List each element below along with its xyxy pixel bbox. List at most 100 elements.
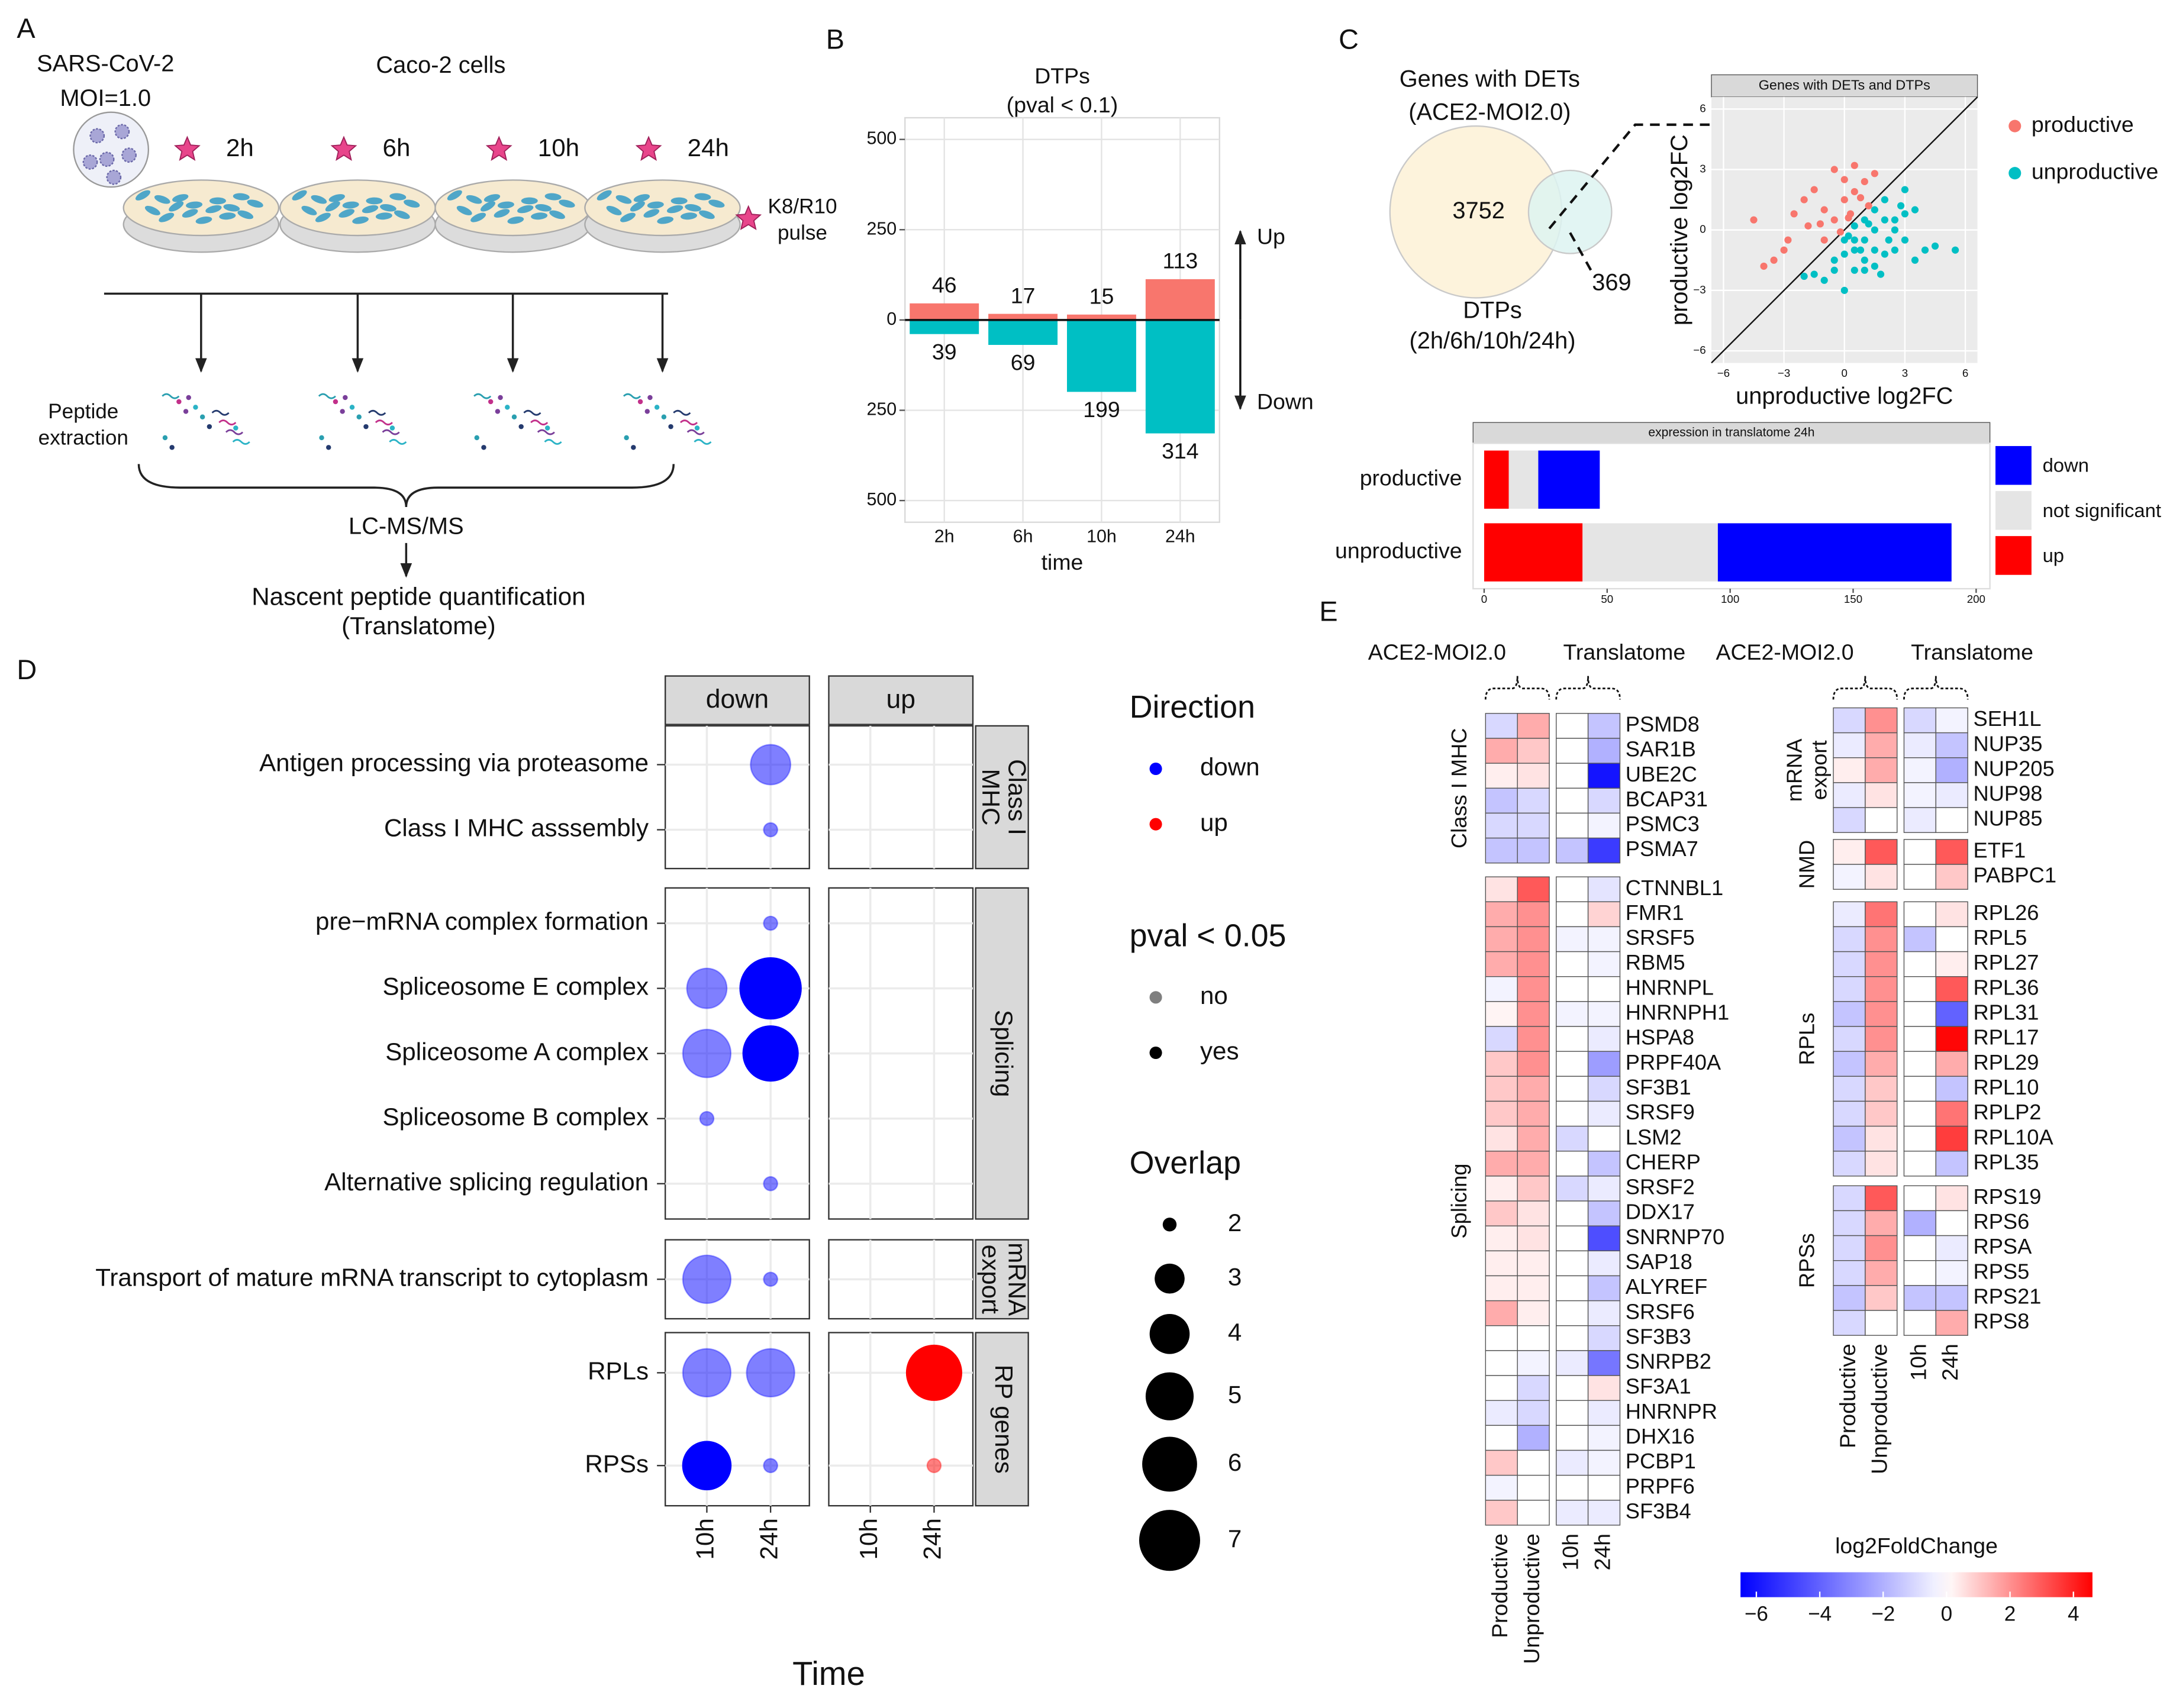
- scatter-point: [1845, 232, 1852, 240]
- scatter-point: [1800, 196, 1808, 204]
- peptide-icon: [530, 419, 549, 426]
- gene-label: SRSF2: [1626, 1175, 1695, 1199]
- scatter-point: [1830, 266, 1838, 274]
- heatmap-cell: [1865, 1051, 1898, 1077]
- gene-label: DHX16: [1626, 1424, 1695, 1448]
- value-label: 199: [1083, 397, 1120, 422]
- legend-swatch: [1995, 491, 2032, 530]
- venn-set: [1527, 169, 1613, 254]
- column-label: 24h: [1590, 1533, 1614, 1571]
- heatmap-cell: [1865, 951, 1898, 977]
- legend-label: down: [2043, 454, 2089, 476]
- heatmap-cell: [1903, 1210, 1937, 1236]
- peptide-icon: [207, 424, 212, 430]
- cell-icon: [209, 197, 226, 205]
- scatter-point: [1881, 250, 1888, 258]
- gene-label: NUP98: [1974, 782, 2043, 806]
- scatter-point: [1951, 246, 1959, 254]
- heatmap-cell: [1485, 1001, 1518, 1027]
- legend-size-swatch: [1162, 1218, 1177, 1232]
- peptide-icon: [523, 409, 541, 416]
- gene-label: RPL10A: [1974, 1125, 2054, 1149]
- bar-segment: [1484, 523, 1583, 582]
- cell-icon: [497, 201, 514, 209]
- heatmap-cell: [1556, 1449, 1589, 1476]
- heatmap-cell: [1833, 1285, 1866, 1311]
- colorbar-tick-label: −2: [1871, 1602, 1895, 1625]
- legend-swatch: [2008, 167, 2022, 180]
- heatmap-cell: [1517, 1100, 1550, 1127]
- facet-panel: [665, 725, 810, 870]
- peptide-icon: [363, 424, 369, 430]
- gene-label: RPL31: [1974, 1000, 2039, 1025]
- heatmap-cell: [1935, 1310, 1968, 1336]
- colorbar-tick-label: 0: [1941, 1602, 1953, 1625]
- cell-icon: [559, 199, 575, 208]
- x-tick-label: 0: [1842, 367, 1848, 379]
- scatter-point: [1881, 216, 1888, 224]
- row-strip-label: mRNA: [1003, 1242, 1031, 1316]
- y-tick-label: −6: [1693, 344, 1705, 356]
- heatmap-cell: [1556, 738, 1589, 764]
- y-tick-label: 250: [866, 399, 897, 419]
- row-strip-label: Class I: [1003, 759, 1031, 835]
- scatter-point: [1901, 210, 1909, 218]
- heatmap-cell: [1833, 926, 1866, 953]
- gene-label: NUP205: [1974, 756, 2055, 780]
- cell-icon: [670, 197, 688, 205]
- scatter-point: [1881, 196, 1888, 204]
- scatter-point: [1891, 246, 1899, 254]
- heatmap-cell: [1587, 1400, 1621, 1426]
- heatmap-cell: [1903, 1151, 1937, 1177]
- heatmap-cell: [1587, 1275, 1621, 1302]
- scatter-point: [1897, 202, 1905, 209]
- peptide-icon: [382, 429, 400, 435]
- x-axis-label: unproductive log2FC: [1736, 383, 1953, 409]
- heatmap-cell: [1833, 839, 1866, 865]
- peptide-icon: [218, 419, 237, 426]
- y-tick-label: 500: [866, 489, 897, 509]
- cell-icon: [466, 195, 482, 204]
- heatmap-cell: [1517, 1449, 1550, 1476]
- heatmap-cell: [1587, 1001, 1621, 1027]
- row-strip-label: export: [977, 1245, 1005, 1314]
- x-tick-label: 2h: [934, 527, 955, 547]
- gene-label: PSMA7: [1626, 837, 1698, 861]
- heatmap-cell: [1556, 1400, 1589, 1426]
- heatmap-cell: [1485, 901, 1518, 928]
- column-label: Unproductive: [1867, 1344, 1892, 1474]
- cell-icon: [233, 193, 250, 201]
- scatter-point: [1820, 236, 1828, 244]
- y-tick-label: 6: [1700, 102, 1705, 114]
- gene-label: PRPF6: [1626, 1474, 1695, 1498]
- peptide-icon: [326, 445, 331, 450]
- legend-swatch: [1149, 818, 1162, 831]
- gene-label: SF3B3: [1626, 1324, 1691, 1348]
- peptide-icon: [389, 439, 407, 445]
- gene-label: RPL35: [1974, 1150, 2039, 1174]
- heatmap-cell: [1587, 1425, 1621, 1451]
- dot: [739, 957, 802, 1020]
- scatter-point: [1877, 270, 1885, 278]
- peptide-icon: [694, 439, 712, 445]
- heatmap-cell: [1517, 1051, 1550, 1077]
- peptide-icon: [169, 445, 175, 450]
- dot: [763, 915, 779, 931]
- scatter-point: [1871, 246, 1878, 254]
- heatmap-cell: [1556, 951, 1589, 977]
- peptide-icon: [343, 395, 348, 401]
- column-label: Unproductive: [1519, 1533, 1544, 1664]
- scatter-point: [1871, 262, 1878, 270]
- scatter-point: [1865, 202, 1872, 209]
- scatter-point: [1871, 170, 1878, 177]
- scatter-point: [1871, 206, 1878, 214]
- legend-label: 6: [1228, 1448, 1242, 1476]
- heatmap-cell: [1935, 1151, 1968, 1177]
- heatmap-cell: [1833, 1076, 1866, 1102]
- extraction-label: extraction: [38, 427, 128, 450]
- peptide-icon: [186, 395, 191, 401]
- gene-label: RPS5: [1974, 1259, 2030, 1283]
- heatmap-cell: [1587, 1225, 1621, 1252]
- dot: [926, 1458, 942, 1474]
- diagonal-line: [1711, 96, 1978, 364]
